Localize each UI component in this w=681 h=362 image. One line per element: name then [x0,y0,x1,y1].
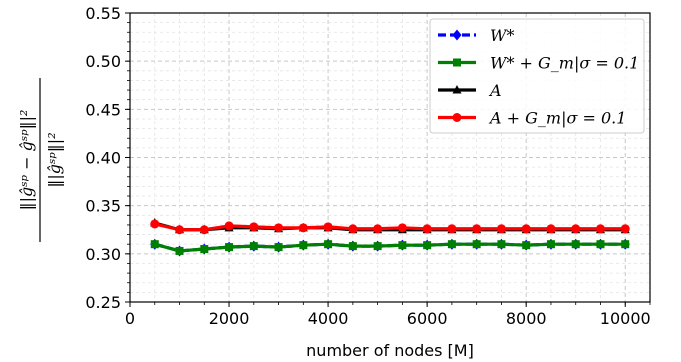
legend-marker [452,113,462,122]
data-point [422,224,432,234]
legend: W* W* + G_m|σ = 0.1 A A + G_m|σ = 0.1 [429,18,645,134]
series-2 [150,240,630,255]
data-point [249,242,258,251]
data-point [546,240,555,249]
y-axis-label: ‖|ĝˢᵖ − ĝˢᵖ‖|² ‖|ĝˢᵖ‖|² [17,78,64,242]
data-point [373,224,383,234]
data-point [397,223,407,233]
data-point [175,246,184,255]
x-tick-label: 2000 [209,309,250,328]
y-tick-label: 0.35 [85,197,121,216]
data-point [249,222,259,232]
data-point [496,224,506,234]
y-axis-label-numerator: ‖|ĝˢᵖ − ĝˢᵖ‖|² [17,110,36,211]
data-point [348,224,358,234]
legend-marker [453,58,461,67]
data-point [522,241,531,250]
data-point [175,225,185,235]
x-tick-label: 10000 [600,309,651,328]
legend-marker [452,29,462,41]
data-point [571,224,581,234]
legend-label: A [488,81,502,100]
data-point [150,219,160,229]
data-point [199,225,209,235]
series-layer [150,218,630,257]
data-point [324,240,333,249]
data-point [497,240,506,249]
data-point [472,224,482,234]
data-point [224,221,234,231]
data-point [225,243,234,252]
legend-item: A + G_m|σ = 0.1 [438,109,626,128]
series-4 [150,219,630,235]
data-point [596,240,605,249]
x-tick-label: 6000 [407,309,448,328]
series-line [154,242,626,253]
legend-item: A [438,81,502,100]
data-point [298,223,308,233]
data-point [521,224,531,234]
x-axis: 0 2000 4000 6000 8000 10000 [125,302,651,328]
data-point [546,224,556,234]
data-point [423,241,432,250]
y-tick-label: 0.40 [85,149,121,168]
y-tick-label: 0.55 [85,4,121,23]
legend-box [429,18,645,134]
y-axis-label-denominator: ‖|ĝˢᵖ‖|² [45,132,64,187]
x-tick-label: 0 [125,309,135,328]
data-point [398,241,407,250]
data-point [274,223,284,233]
y-tick-label: 0.25 [85,293,121,312]
y-tick-label: 0.50 [85,52,121,71]
x-tick-label: 8000 [506,309,547,328]
data-point [447,240,456,249]
data-point [595,224,605,234]
data-point [200,245,209,254]
x-tick-label: 4000 [308,309,349,328]
data-point [621,240,630,249]
legend-label: W* [490,26,514,45]
data-point [620,224,630,234]
y-tick-label: 0.45 [85,100,121,119]
legend-label: W* + G_m|σ = 0.1 [490,54,639,73]
data-point [348,242,357,251]
x-axis-label: number of nodes [M] [306,341,474,360]
data-point [571,240,580,249]
legend-marker [452,85,462,94]
data-point [274,243,283,252]
y-axis: 0.25 0.30 0.35 0.40 0.45 0.50 0.55 [85,4,130,312]
data-point [373,242,382,251]
y-tick-label: 0.30 [85,245,121,264]
data-point [447,224,457,234]
data-point [299,241,308,250]
data-point [150,240,159,249]
legend-item: W* + G_m|σ = 0.1 [438,54,639,73]
data-point [472,240,481,249]
data-point [323,222,333,232]
legend-label: A + G_m|σ = 0.1 [488,109,626,128]
legend-item: W* [438,26,514,45]
